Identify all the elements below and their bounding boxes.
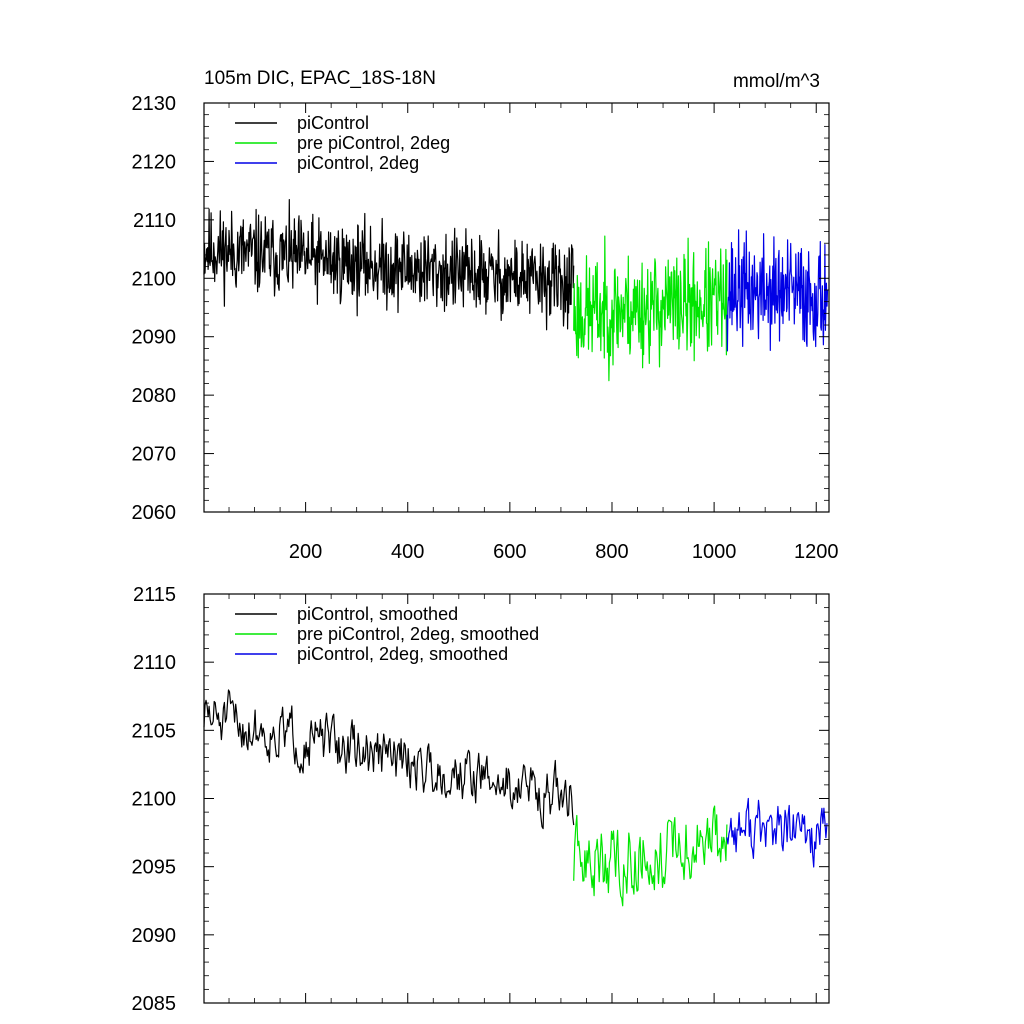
x-tick-label: 400 — [391, 541, 424, 563]
series-line-1-2 — [726, 797, 828, 868]
y-tick-label: 2085 — [132, 993, 177, 1015]
legend-entry-1: pre piControl, 2deg, smoothed — [297, 624, 539, 644]
x-tick-label: 600 — [493, 541, 526, 563]
y-tick-label: 2080 — [132, 385, 177, 407]
y-tick-label: 2100 — [132, 268, 177, 290]
x-tick-label: 1000 — [692, 541, 737, 563]
plot-frame — [203, 102, 830, 513]
y-tick-label: 2110 — [133, 210, 176, 232]
y-tick-label: 2130 — [132, 93, 177, 115]
series-line-1-0 — [203, 689, 575, 830]
x-tick-label: 1200 — [794, 541, 839, 563]
y-tick-label: 2115 — [133, 584, 176, 606]
panel-bottom-smoothed: 2085 2090 2095 2100 2105 2110 2115 piControl, s… — [132, 584, 830, 1015]
y-tick-label: 2120 — [132, 151, 177, 173]
legend-entry-0: piControl — [297, 113, 369, 133]
y-tick-label: 2070 — [132, 444, 177, 466]
units-label: mmol/m^3 — [733, 71, 820, 92]
y-tick-label: 2090 — [132, 327, 177, 349]
y-tick-label: 2090 — [132, 925, 177, 947]
legend-entry-2: piControl, 2deg — [297, 153, 419, 173]
legend-entry-1: pre piControl, 2deg — [297, 133, 450, 153]
y-tick-label: 2060 — [132, 502, 177, 524]
y-tick-label: 2100 — [132, 789, 177, 811]
chart-title: 105m DIC, EPAC_18S-18N — [204, 68, 436, 89]
legend-entry-2: piControl, 2deg, smoothed — [297, 644, 508, 664]
x-tick-label: 800 — [595, 541, 628, 563]
series-line-1-1 — [573, 805, 728, 907]
panel-top-raw: 200 400 600 800 1000 1200 2060 2070 2080 2090 2100… — [132, 93, 839, 563]
y-tick-label: 2110 — [133, 652, 176, 674]
x-tick-label: 200 — [289, 541, 322, 563]
series-line-0-0 — [203, 199, 575, 331]
series-line-0-2 — [726, 229, 829, 352]
series-line-0-1 — [573, 235, 728, 382]
legend-entry-0: piControl, smoothed — [297, 604, 458, 624]
y-tick-label: 2095 — [132, 857, 177, 879]
y-tick-label: 2105 — [132, 720, 177, 742]
